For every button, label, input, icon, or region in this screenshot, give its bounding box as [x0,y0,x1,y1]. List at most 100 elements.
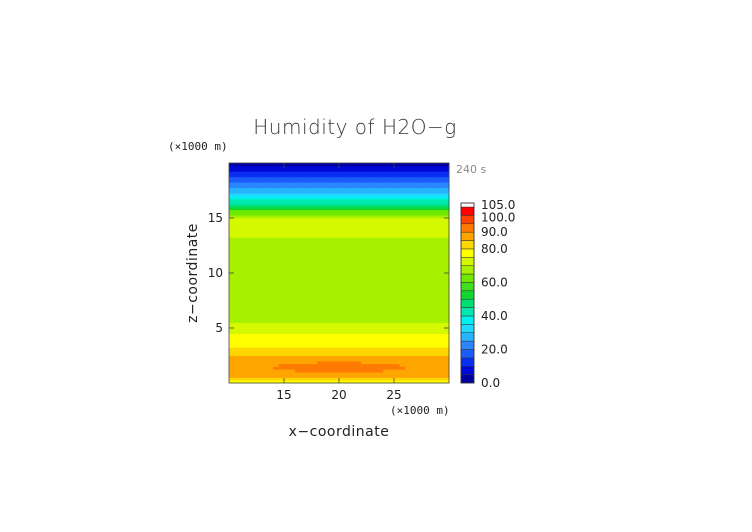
colorbar-segment [460,223,475,233]
contour-cell [295,163,301,167]
contour-cell [421,182,428,186]
contour-cell [361,372,367,376]
contour-cell [278,229,285,233]
contour-cell [399,273,406,277]
contour-cell [273,281,279,285]
contour-cell [317,231,323,235]
contour-cell [443,377,450,381]
contour-cell [328,374,334,378]
contour-cell [432,363,439,367]
contour-cell [372,319,378,323]
contour-cell [372,275,378,279]
contour-cell [284,190,290,194]
contour-cell [350,270,356,274]
contour-cell [399,204,406,208]
contour-cell [405,190,411,194]
contour-cell [421,325,428,329]
contour-cell [317,322,323,326]
contour-cell [284,179,290,183]
contour-cell [350,317,356,321]
contour-cell [240,319,246,323]
contour-cell [421,303,428,307]
contour-cell [350,297,356,301]
contour-cell [229,174,235,178]
contour-cell [410,325,417,329]
contour-cell [383,372,389,376]
contour-cell [383,380,389,384]
contour-cell [344,248,351,252]
contour-cell [394,251,400,255]
contour-cell [355,278,362,282]
contour-cell [438,207,444,211]
contour-cell [355,317,362,321]
contour-cell [251,215,257,219]
contour-cell [399,193,406,197]
contour-cell [300,344,307,348]
contour-cell [267,358,274,362]
contour-cell [366,176,373,180]
contour-cell [361,328,367,332]
contour-cell [421,256,428,260]
contour-cell [438,363,444,367]
contour-cell [273,286,279,290]
contour-cell [344,344,351,348]
contour-cell [267,347,274,351]
contour-cell [284,218,290,222]
contour-cell [234,289,241,293]
contour-cell [240,187,246,191]
contour-cell [394,209,400,213]
contour-cell [262,209,268,213]
contour-cell [240,229,246,233]
contour-cell [339,163,345,167]
contour-cell [322,289,329,293]
contour-cell [383,273,389,277]
contour-cell [377,297,384,301]
contour-cell [355,284,362,288]
contour-cell [289,168,296,172]
contour-cell [361,264,367,268]
contour-cell [267,251,274,255]
contour-cell [394,190,400,194]
contour-cell [245,242,252,246]
contour-cell [372,229,378,233]
contour-cell [377,363,384,367]
contour-cell [443,344,450,348]
contour-cell [245,270,252,274]
contour-cell [366,336,373,340]
contour-cell [300,358,307,362]
contour-cell [311,231,318,235]
contour-cell [416,363,422,367]
contour-cell [421,352,428,356]
contour-cell [355,207,362,211]
contour-cell [328,363,334,367]
contour-cell [234,174,241,178]
contour-cell [240,336,246,340]
contour-cell [432,264,439,268]
contour-cell [278,372,285,376]
contour-cell [432,377,439,381]
contour-cell [443,311,450,315]
contour-cell [339,193,345,197]
contour-cell [289,325,296,329]
contour-cell [306,361,312,365]
contour-cell [284,229,290,233]
contour-cell [383,256,389,260]
contour-cell [333,284,340,288]
contour-cell [355,311,362,315]
contour-cell [339,314,345,318]
contour-cell [432,267,439,271]
contour-cell [443,366,450,370]
contour-cell [322,270,329,274]
contour-cell [234,226,241,230]
contour-cell [443,363,450,367]
contour-cell [372,328,378,332]
contour-cell [344,289,351,293]
contour-cell [311,212,318,216]
contour-cell [333,344,340,348]
contour-cell [394,165,400,169]
contour-cell [278,165,285,169]
contour-cell [300,226,307,230]
contour-cell [432,355,439,359]
contour-cell [251,374,257,378]
contour-cell [416,215,422,219]
